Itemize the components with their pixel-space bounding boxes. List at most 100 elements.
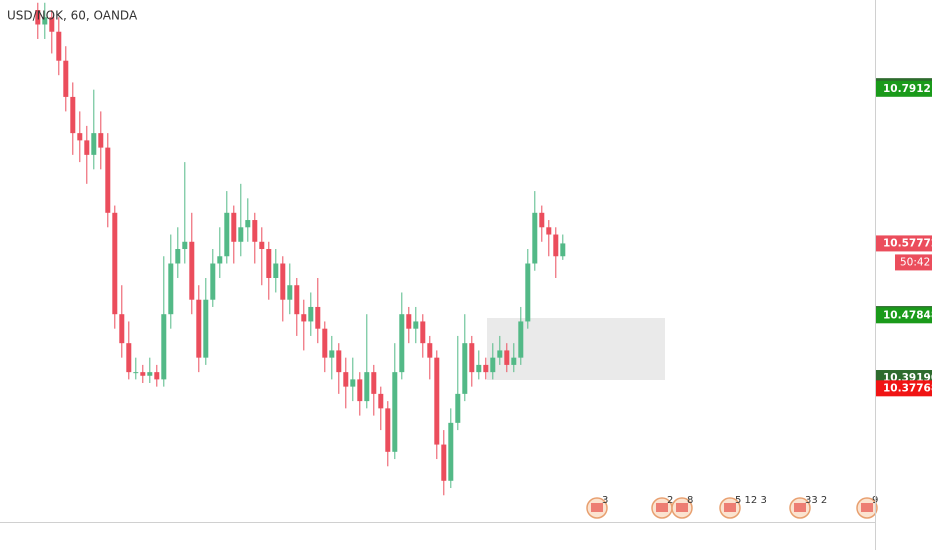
candle-body xyxy=(336,350,342,373)
candle xyxy=(490,343,496,380)
candle xyxy=(189,212,195,315)
candle xyxy=(539,205,545,242)
candle xyxy=(182,162,188,264)
candle xyxy=(63,46,69,112)
candle-body xyxy=(350,379,356,387)
event-marker: 33 2 xyxy=(789,495,827,519)
candle-body xyxy=(245,220,251,228)
candle-body xyxy=(525,263,531,322)
candle xyxy=(259,227,265,286)
candle xyxy=(336,343,342,394)
candle xyxy=(392,343,398,460)
candle-body xyxy=(259,241,265,250)
candle-body xyxy=(462,343,468,394)
candle xyxy=(546,220,552,257)
candle xyxy=(49,10,55,54)
countdown: 50:42 xyxy=(900,256,930,268)
candle-body xyxy=(294,285,300,315)
event-flag xyxy=(676,503,688,512)
candle xyxy=(518,306,524,365)
candle-body xyxy=(343,372,349,387)
candle xyxy=(161,256,167,387)
candle-body xyxy=(42,17,48,25)
candle-body xyxy=(371,372,377,394)
candle xyxy=(56,17,62,76)
candle-body xyxy=(196,299,202,358)
candle xyxy=(105,133,111,228)
chart-title: USD/NOK, 60, OANDA xyxy=(7,9,138,23)
price-label-bg xyxy=(876,380,932,397)
candle-body xyxy=(483,364,489,373)
candle xyxy=(406,306,412,344)
candle-body xyxy=(315,306,321,329)
event-label: 33 2 xyxy=(805,495,827,506)
candle-body xyxy=(329,350,335,358)
candle xyxy=(308,292,314,336)
candle-body xyxy=(91,133,97,155)
candle-body xyxy=(84,140,90,155)
candle-body xyxy=(469,343,475,373)
candle-body xyxy=(539,212,545,228)
candle-body xyxy=(504,350,510,365)
candle-body xyxy=(189,241,195,300)
candle-body xyxy=(357,379,363,402)
candle-body xyxy=(280,263,286,300)
candle xyxy=(245,198,251,242)
candle xyxy=(483,357,489,380)
countdown-bg xyxy=(895,254,932,271)
candle xyxy=(126,321,132,380)
candle-body xyxy=(490,357,496,373)
candle xyxy=(371,364,377,416)
candle-body xyxy=(140,372,146,376)
candle xyxy=(504,343,510,373)
candle-body xyxy=(518,321,524,358)
candle xyxy=(399,292,405,380)
event-label: 3 xyxy=(602,495,608,506)
candle-body xyxy=(434,357,440,445)
candle-body xyxy=(35,10,41,25)
candle xyxy=(553,227,559,278)
candle xyxy=(525,249,531,329)
event-flag xyxy=(656,503,668,512)
range-box xyxy=(487,318,665,380)
candle xyxy=(280,256,286,322)
candle-body xyxy=(210,263,216,300)
price-label: 10.57772 xyxy=(883,237,932,249)
candle xyxy=(70,82,76,155)
candle-body xyxy=(154,372,160,380)
event-flag xyxy=(724,503,736,512)
candle xyxy=(350,357,356,402)
candle xyxy=(511,343,517,373)
candle-body xyxy=(560,243,566,257)
event-marker: 5 12 3 xyxy=(719,495,767,519)
candle xyxy=(448,408,454,489)
candle xyxy=(273,249,279,293)
candle-body xyxy=(77,133,83,141)
candle xyxy=(224,191,230,264)
candle xyxy=(140,364,146,384)
candle xyxy=(119,285,125,358)
candle xyxy=(175,227,181,278)
candle-body xyxy=(413,321,419,329)
candles xyxy=(35,2,566,496)
candle-body xyxy=(399,314,405,373)
candle xyxy=(287,263,293,315)
candle xyxy=(476,350,482,380)
price-label-bg xyxy=(876,235,932,252)
candle-body xyxy=(364,372,370,402)
event-label: 8 xyxy=(687,495,693,506)
candle-body xyxy=(70,96,76,134)
price-label-bg xyxy=(876,307,932,324)
event-flag xyxy=(861,503,873,512)
candle-body xyxy=(427,343,433,358)
candle xyxy=(413,306,419,344)
candle xyxy=(420,314,426,358)
candle-body xyxy=(420,321,426,344)
event-flag xyxy=(591,503,603,512)
candle xyxy=(42,2,48,39)
candle-body xyxy=(147,372,153,376)
candle xyxy=(364,314,370,409)
